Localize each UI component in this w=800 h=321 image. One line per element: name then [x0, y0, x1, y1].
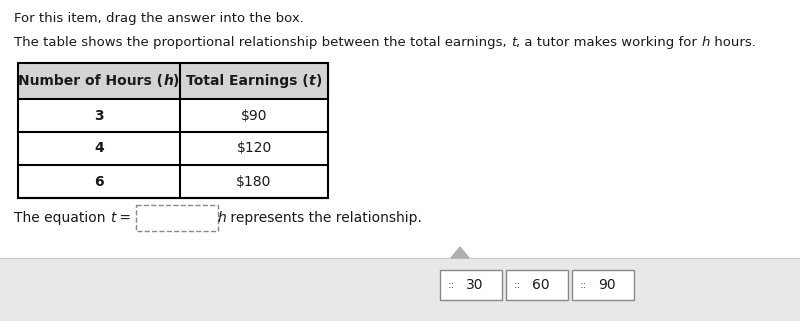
Bar	[18, 165, 328, 198]
Text: 3: 3	[94, 108, 104, 123]
Text: $120: $120	[236, 142, 272, 155]
Bar	[18, 63, 328, 99]
Text: $90: $90	[241, 108, 267, 123]
Text: The table shows the proportional relationship between the total earnings,: The table shows the proportional relatio…	[14, 36, 511, 49]
Text: The equation: The equation	[14, 211, 110, 225]
Text: t: t	[110, 211, 115, 225]
Bar	[18, 63, 328, 198]
Polygon shape	[451, 247, 469, 258]
Text: $180: $180	[236, 175, 272, 188]
Text: ): )	[174, 74, 180, 88]
Text: t: t	[511, 36, 516, 49]
Text: Number of Hours (: Number of Hours (	[18, 74, 163, 88]
Text: ::: ::	[448, 280, 455, 290]
Bar	[0, 258, 800, 321]
Text: ::: ::	[580, 280, 587, 290]
Bar	[18, 132, 328, 165]
Text: For this item, drag the answer into the box.: For this item, drag the answer into the …	[14, 12, 304, 25]
Text: ::: ::	[514, 280, 522, 290]
Text: 30: 30	[466, 278, 483, 292]
Text: Total Earnings (: Total Earnings (	[186, 74, 309, 88]
Text: 90: 90	[598, 278, 616, 292]
Text: h: h	[218, 211, 226, 225]
Text: 60: 60	[532, 278, 550, 292]
Text: 4: 4	[94, 142, 104, 155]
Bar	[18, 99, 328, 132]
Text: h: h	[163, 74, 174, 88]
Text: , a tutor makes working for: , a tutor makes working for	[516, 36, 702, 49]
Text: represents the relationship.: represents the relationship.	[226, 211, 422, 225]
Text: h: h	[702, 36, 710, 49]
Text: hours.: hours.	[710, 36, 755, 49]
Bar	[136, 205, 218, 231]
Bar	[0, 0, 800, 258]
Text: =: =	[115, 211, 136, 225]
Bar	[572, 270, 634, 300]
Text: t: t	[309, 74, 315, 88]
Text: ): )	[315, 74, 322, 88]
Text: 6: 6	[94, 175, 104, 188]
Bar	[440, 270, 502, 300]
Bar	[506, 270, 568, 300]
